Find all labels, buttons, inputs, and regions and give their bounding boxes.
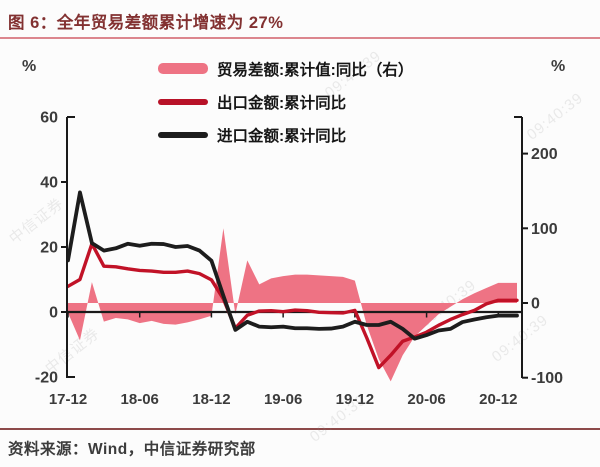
footer-rule [0, 428, 600, 430]
svg-text:0: 0 [531, 296, 540, 313]
legend-swatch-area-icon [158, 63, 208, 74]
legend-swatch-black-line-icon [158, 131, 208, 138]
title-underline [0, 37, 600, 39]
svg-text:40: 40 [40, 175, 58, 192]
chart-legend: 贸易差额:累计值:同比（右） 出口金额:累计同比 进口金额:累计同比 [158, 52, 413, 151]
svg-text:0: 0 [49, 305, 58, 322]
svg-text:100: 100 [531, 221, 558, 238]
svg-text:200: 200 [531, 146, 558, 163]
legend-item-exports: 出口金额:累计同比 [158, 85, 413, 118]
left-axis-unit: % [22, 58, 37, 75]
svg-text:20: 20 [40, 240, 58, 257]
legend-label: 贸易差额:累计值:同比（右） [217, 61, 414, 79]
legend-label: 出口金额:累计同比 [217, 94, 347, 112]
figure-title: 图 6：全年贸易差额累计增速为 27% [8, 14, 284, 32]
svg-text:18-06: 18-06 [121, 391, 159, 408]
legend-label: 进口金额:累计同比 [217, 127, 347, 145]
source-line: 资料来源：Wind，中信证券研究部 [8, 441, 256, 458]
svg-text:-100: -100 [531, 370, 563, 387]
legend-item-trade-balance: 贸易差额:累计值:同比（右） [158, 52, 413, 85]
svg-text:18-12: 18-12 [192, 391, 230, 408]
svg-text:20-06: 20-06 [407, 391, 445, 408]
legend-item-imports: 进口金额:累计同比 [158, 118, 413, 151]
right-axis-unit: % [551, 58, 566, 75]
svg-text:20-12: 20-12 [479, 391, 517, 408]
legend-swatch-red-line-icon [158, 98, 208, 105]
svg-text:17-12: 17-12 [49, 391, 87, 408]
svg-text:-20: -20 [35, 370, 58, 387]
svg-text:60: 60 [40, 110, 58, 127]
svg-text:19-12: 19-12 [336, 391, 374, 408]
svg-text:19-06: 19-06 [264, 391, 302, 408]
